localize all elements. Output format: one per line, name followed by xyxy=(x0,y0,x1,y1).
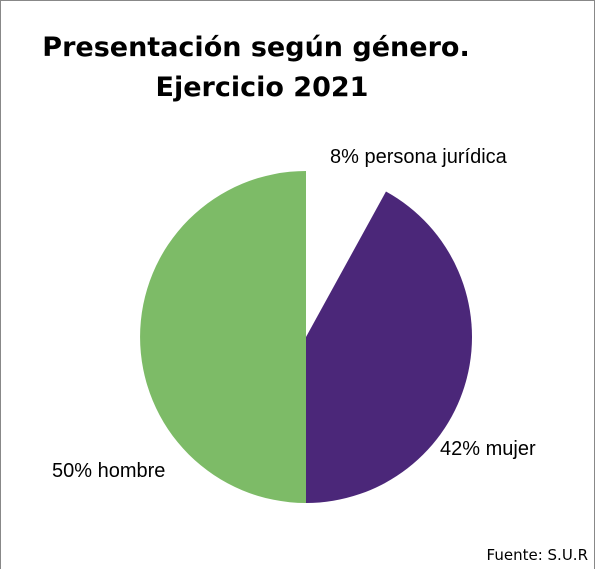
chart-title: Presentación según género. xyxy=(42,32,469,63)
slice-value: 42% xyxy=(440,438,480,460)
slice-label: 8% persona jurídica xyxy=(330,146,508,168)
slice-category: hombre xyxy=(98,460,166,482)
slice-category: mujer xyxy=(486,438,536,460)
slice-value: 8% xyxy=(330,146,359,168)
pie-slice xyxy=(306,171,386,337)
slice-label: 42% mujer xyxy=(440,438,536,460)
source: Fuente: S.U.R xyxy=(487,546,588,564)
slice-label: 50% hombre xyxy=(52,460,165,482)
slice-category: persona jurídica xyxy=(364,146,507,168)
pie-slice xyxy=(306,191,472,504)
chart-title: Ejercicio 2021 xyxy=(156,72,369,103)
slice-value: 50% xyxy=(52,460,92,482)
pie-slice xyxy=(140,171,306,503)
